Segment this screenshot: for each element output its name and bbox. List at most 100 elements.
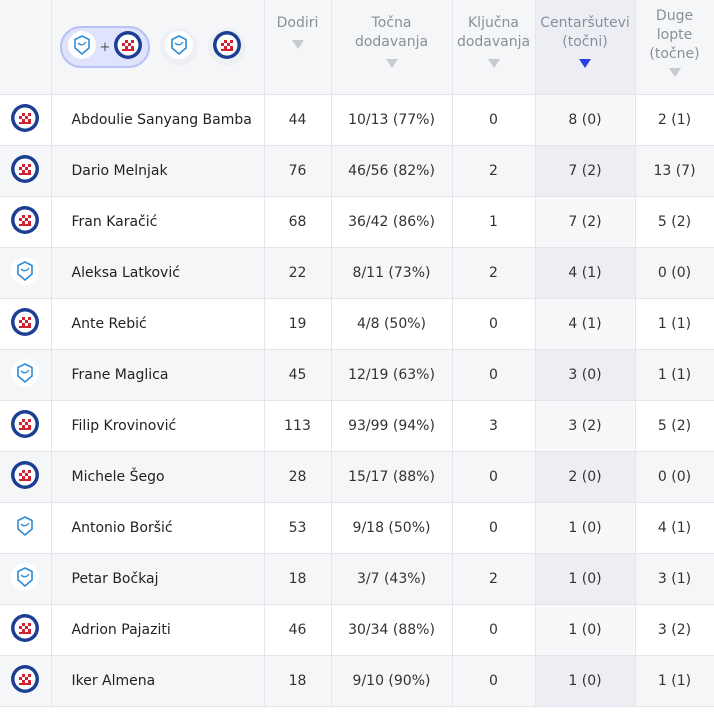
touches-value: 18 <box>264 655 332 707</box>
header-long-balls[interactable]: Duge lopte (točne) <box>635 0 714 95</box>
hajduk-split-crest-icon <box>11 206 40 238</box>
long-balls-value: 5 (2) <box>635 400 714 452</box>
filter-hajduk-button[interactable] <box>208 28 247 66</box>
team-filter-cell: + <box>51 0 265 95</box>
player-name[interactable]: Fran Karačić <box>51 196 265 248</box>
accurate-passes-value: 30/34 (88%) <box>331 604 453 656</box>
hajduk-split-crest-icon <box>11 614 40 646</box>
varazdin-crest-icon <box>11 359 40 391</box>
hajduk-split-crest-icon <box>11 665 40 697</box>
key-passes-value: 3 <box>452 400 536 452</box>
table-row[interactable]: Aleksa Latković 22 8/11 (73%) 2 4 (1) 0 … <box>0 247 714 299</box>
player-name[interactable]: Filip Krovinović <box>51 400 265 452</box>
team-logo-cell <box>0 298 52 350</box>
touches-value: 19 <box>264 298 332 350</box>
key-passes-value: 0 <box>452 502 536 554</box>
table-row[interactable]: Adrion Pajaziti 46 30/34 (88%) 0 1 (0) 3… <box>0 604 714 656</box>
crosses-value: 1 (0) <box>535 502 636 554</box>
player-name[interactable]: Frane Maglica <box>51 349 265 401</box>
sort-caret-icon <box>291 40 304 49</box>
team-logo-cell <box>0 196 52 248</box>
header-touches[interactable]: Dodiri <box>264 0 332 95</box>
varazdin-crest-icon <box>11 563 40 595</box>
table-header-row: + <box>0 0 714 95</box>
header-crosses-label-1: Centaršutevi <box>540 15 630 31</box>
player-name[interactable]: Michele Šego <box>51 451 265 503</box>
team-logo-cell <box>0 94 52 146</box>
team-logo-cell <box>0 655 52 707</box>
varazdin-crest-icon <box>11 512 40 544</box>
table-row[interactable]: Michele Šego 28 15/17 (88%) 0 2 (0) 0 (0… <box>0 451 714 503</box>
crosses-value: 3 (2) <box>535 400 636 452</box>
player-name[interactable]: Petar Bočkaj <box>51 553 265 605</box>
key-passes-value: 0 <box>452 298 536 350</box>
table-row[interactable]: Petar Bočkaj 18 3/7 (43%) 2 1 (0) 3 (1) <box>0 553 714 605</box>
crosses-value: 7 (2) <box>535 196 636 248</box>
crosses-value: 1 (0) <box>535 655 636 707</box>
key-passes-value: 0 <box>452 349 536 401</box>
crosses-value: 7 (2) <box>535 145 636 197</box>
table-body: Abdoulie Sanyang Bamba 44 10/13 (77%) 0 … <box>0 94 714 707</box>
header-touches-label: Dodiri <box>276 15 319 31</box>
table-row[interactable]: Fran Karačić 68 36/42 (86%) 1 7 (2) 5 (2… <box>0 196 714 248</box>
player-name[interactable]: Abdoulie Sanyang Bamba <box>51 94 265 146</box>
table-row[interactable]: Antonio Boršić 53 9/18 (50%) 0 1 (0) 4 (… <box>0 502 714 554</box>
long-balls-value: 5 (2) <box>635 196 714 248</box>
table-row[interactable]: Iker Almena 18 9/10 (90%) 0 1 (0) 1 (1) <box>0 655 714 707</box>
key-passes-value: 2 <box>452 553 536 605</box>
team-logo-cell <box>0 247 52 299</box>
table-row[interactable]: Frane Maglica 45 12/19 (63%) 0 3 (0) 1 (… <box>0 349 714 401</box>
header-key-passes[interactable]: Ključna dodavanja <box>452 0 536 95</box>
touches-value: 18 <box>264 553 332 605</box>
key-passes-value: 2 <box>452 247 536 299</box>
table-row[interactable]: Filip Krovinović 113 93/99 (94%) 3 3 (2)… <box>0 400 714 452</box>
accurate-passes-value: 36/42 (86%) <box>331 196 453 248</box>
hajduk-split-crest-icon <box>11 155 40 187</box>
touches-value: 45 <box>264 349 332 401</box>
long-balls-value: 4 (1) <box>635 502 714 554</box>
touches-value: 113 <box>264 400 332 452</box>
team-logo-cell <box>0 502 52 554</box>
key-passes-value: 2 <box>452 145 536 197</box>
header-key-passes-label-2: dodavanja <box>456 34 531 50</box>
accurate-passes-value: 3/7 (43%) <box>331 553 453 605</box>
header-accurate-passes-label-1: Točna <box>371 15 412 31</box>
filter-both-teams-button[interactable]: + <box>59 26 151 68</box>
long-balls-value: 1 (1) <box>635 349 714 401</box>
player-name[interactable]: Antonio Boršić <box>51 502 265 554</box>
filter-varazdin-button[interactable] <box>160 28 199 66</box>
accurate-passes-value: 15/17 (88%) <box>331 451 453 503</box>
touches-value: 53 <box>264 502 332 554</box>
hajduk-split-crest-icon <box>11 410 40 442</box>
table-row[interactable]: Abdoulie Sanyang Bamba 44 10/13 (77%) 0 … <box>0 94 714 146</box>
hajduk-split-crest-icon <box>11 308 40 340</box>
header-key-passes-label-1: Ključna <box>468 15 519 31</box>
header-long-balls-label-2: lopte <box>656 27 693 43</box>
crosses-value: 2 (0) <box>535 451 636 503</box>
crosses-value: 3 (0) <box>535 349 636 401</box>
long-balls-value: 0 (0) <box>635 451 714 503</box>
varazdin-crest-icon <box>11 257 40 289</box>
player-name[interactable]: Aleksa Latković <box>51 247 265 299</box>
team-logo-cell <box>0 349 52 401</box>
touches-value: 22 <box>264 247 332 299</box>
player-name[interactable]: Dario Melnjak <box>51 145 265 197</box>
key-passes-value: 0 <box>452 451 536 503</box>
touches-value: 46 <box>264 604 332 656</box>
team-logo-cell <box>0 400 52 452</box>
player-name[interactable]: Iker Almena <box>51 655 265 707</box>
long-balls-value: 0 (0) <box>635 247 714 299</box>
header-long-balls-label-3: (točne) <box>649 46 700 62</box>
table-row[interactable]: Ante Rebić 19 4/8 (50%) 0 4 (1) 1 (1) <box>0 298 714 350</box>
touches-value: 28 <box>264 451 332 503</box>
player-name[interactable]: Adrion Pajaziti <box>51 604 265 656</box>
player-name[interactable]: Ante Rebić <box>51 298 265 350</box>
accurate-passes-value: 12/19 (63%) <box>331 349 453 401</box>
team-logo-cell <box>0 604 52 656</box>
header-crosses[interactable]: Centaršutevi (točni) <box>535 0 636 95</box>
accurate-passes-value: 9/10 (90%) <box>331 655 453 707</box>
table-row[interactable]: Dario Melnjak 76 46/56 (82%) 2 7 (2) 13 … <box>0 145 714 197</box>
header-accurate-passes[interactable]: Točna dodavanja <box>331 0 453 95</box>
long-balls-value: 13 (7) <box>635 145 714 197</box>
